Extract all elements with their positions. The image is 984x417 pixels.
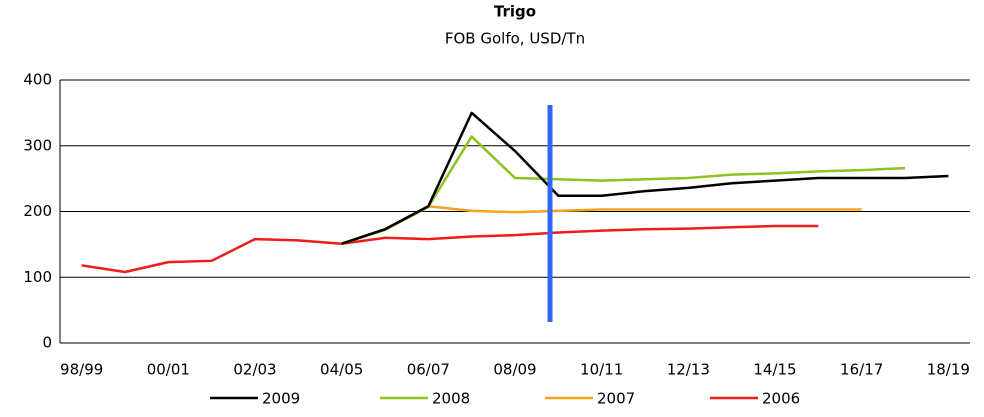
x-tick-label: 04/05: [320, 361, 363, 379]
x-tick-label: 08/09: [493, 361, 536, 379]
chart-subtitle: FOB Golfo, USD/Tn: [445, 30, 585, 48]
legend-label: 2008: [432, 390, 470, 408]
x-tick-label: 18/19: [927, 361, 970, 379]
x-tick-label: 02/03: [233, 361, 276, 379]
x-tick-label: 98/99: [60, 361, 103, 379]
legend-label: 2007: [597, 390, 635, 408]
y-tick-label: 100: [23, 268, 52, 286]
series-line: [81, 224, 819, 274]
y-tick-label: 400: [23, 71, 52, 89]
x-tick-label: 16/17: [840, 361, 883, 379]
x-tick-label: 10/11: [580, 361, 623, 379]
y-tick-label: 0: [42, 334, 52, 352]
chart-title: Trigo: [494, 3, 536, 21]
series-line: [341, 135, 906, 245]
x-tick-label: 12/13: [667, 361, 710, 379]
x-tick-label: 06/07: [407, 361, 450, 379]
y-tick-label: 200: [23, 202, 52, 220]
x-tick-label: 14/15: [753, 361, 796, 379]
y-tick-label: 300: [23, 136, 52, 154]
legend-label: 2006: [762, 390, 800, 408]
x-tick-label: 00/01: [147, 361, 190, 379]
series-line: [341, 111, 949, 245]
legend-label: 2009: [262, 390, 300, 408]
